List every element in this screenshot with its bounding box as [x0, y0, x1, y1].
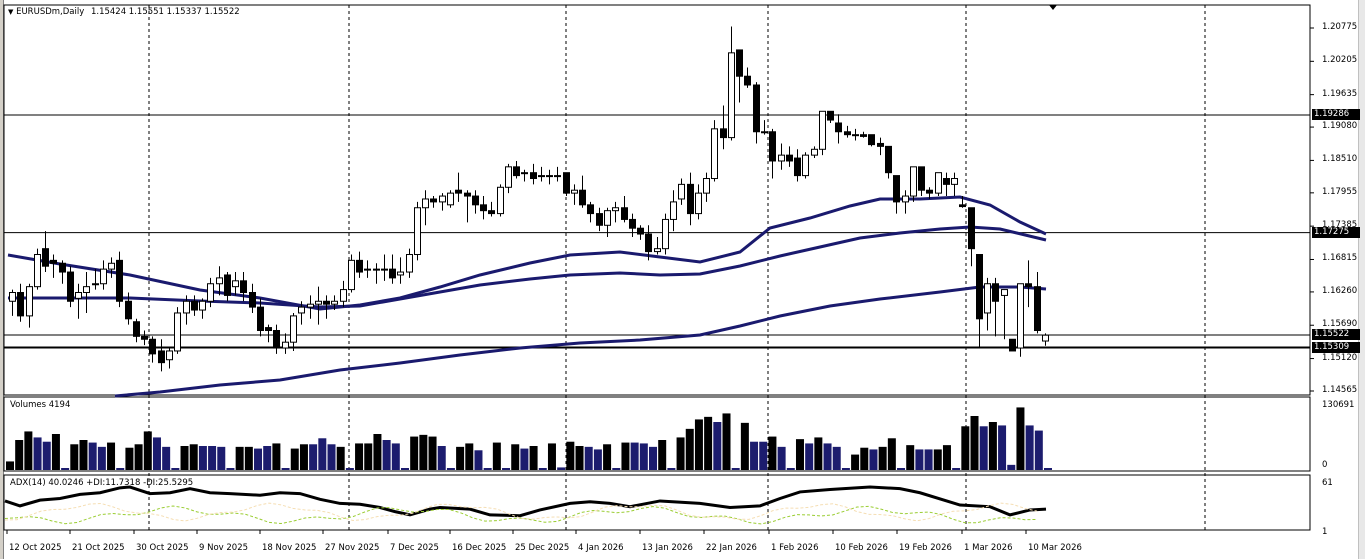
price-tick-label: 1.20775	[1322, 22, 1358, 32]
price-tick-label: 1.19635	[1322, 88, 1358, 99]
price-tick-label: 1.16260	[1322, 285, 1358, 296]
adx-min-label: 1	[1322, 527, 1328, 537]
time-tick-label: 19 Feb 2026	[899, 543, 952, 553]
time-tick-label: 30 Oct 2025	[136, 543, 189, 553]
time-tick-label: 22 Jan 2026	[706, 543, 757, 553]
time-tick-label: 21 Oct 2025	[72, 543, 125, 553]
triangle-down-icon[interactable]: ▼	[8, 8, 14, 16]
time-tick-label: 16 Dec 2025	[452, 543, 507, 553]
price-tag: 1.17275	[1312, 226, 1360, 238]
time-tick-label: 9 Nov 2025	[199, 543, 249, 553]
symbol-timeframe: EURUSDm,Daily	[16, 7, 85, 17]
time-tick-label: 13 Jan 2026	[642, 543, 693, 553]
price-tag: 1.15522	[1312, 329, 1360, 341]
price-tick-label: 1.17955	[1322, 186, 1358, 197]
time-tick-label: 4 Jan 2026	[578, 543, 624, 553]
time-tick-label: 10 Feb 2026	[835, 543, 888, 553]
volumes-title: Volumes 4194	[10, 400, 71, 410]
time-tick-label: 7 Dec 2025	[390, 543, 439, 553]
ohlc-values: 1.15424 1.15551 1.15337 1.15522	[90, 7, 240, 17]
price-tick-label: 1.16815	[1322, 253, 1358, 264]
adx-title: ADX(14) 40.0246 +DI:11.7318 -DI:25.5295	[10, 478, 194, 488]
price-tick-label: 1.17385	[1322, 220, 1358, 231]
time-tick-label: 1 Mar 2026	[964, 543, 1013, 553]
time-tick-label: 25 Dec 2025	[515, 543, 570, 553]
time-tick-label: 18 Nov 2025	[262, 543, 317, 553]
time-tick-label: 10 Mar 2026	[1028, 543, 1082, 553]
price-tick-label: 1.15690	[1322, 319, 1358, 330]
price-tick-label: 1.20205	[1322, 55, 1358, 66]
price-tick-label: 1.14565	[1322, 385, 1358, 395]
time-tick-label: 12 Oct 2025	[9, 543, 62, 553]
price-tick-label: 1.18510	[1322, 154, 1358, 165]
chart-header: ▼ EURUSDm,Daily 1.15424 1.15551 1.15337 …	[8, 7, 240, 18]
time-tick-label: 1 Feb 2026	[771, 543, 819, 553]
volumes-min-label: 0	[1322, 460, 1328, 470]
time-tick-label: 27 Nov 2025	[325, 543, 380, 553]
window-scrollbar[interactable]	[1358, 0, 1365, 559]
volumes-max-label: 130691	[1322, 400, 1355, 410]
price-tick-label: 1.15120	[1322, 352, 1358, 363]
price-tag: 1.15309	[1312, 341, 1360, 353]
price-tag: 1.19286	[1312, 109, 1360, 121]
adx-max-label: 61	[1322, 478, 1333, 488]
price-tick-label: 1.19080	[1322, 121, 1358, 132]
